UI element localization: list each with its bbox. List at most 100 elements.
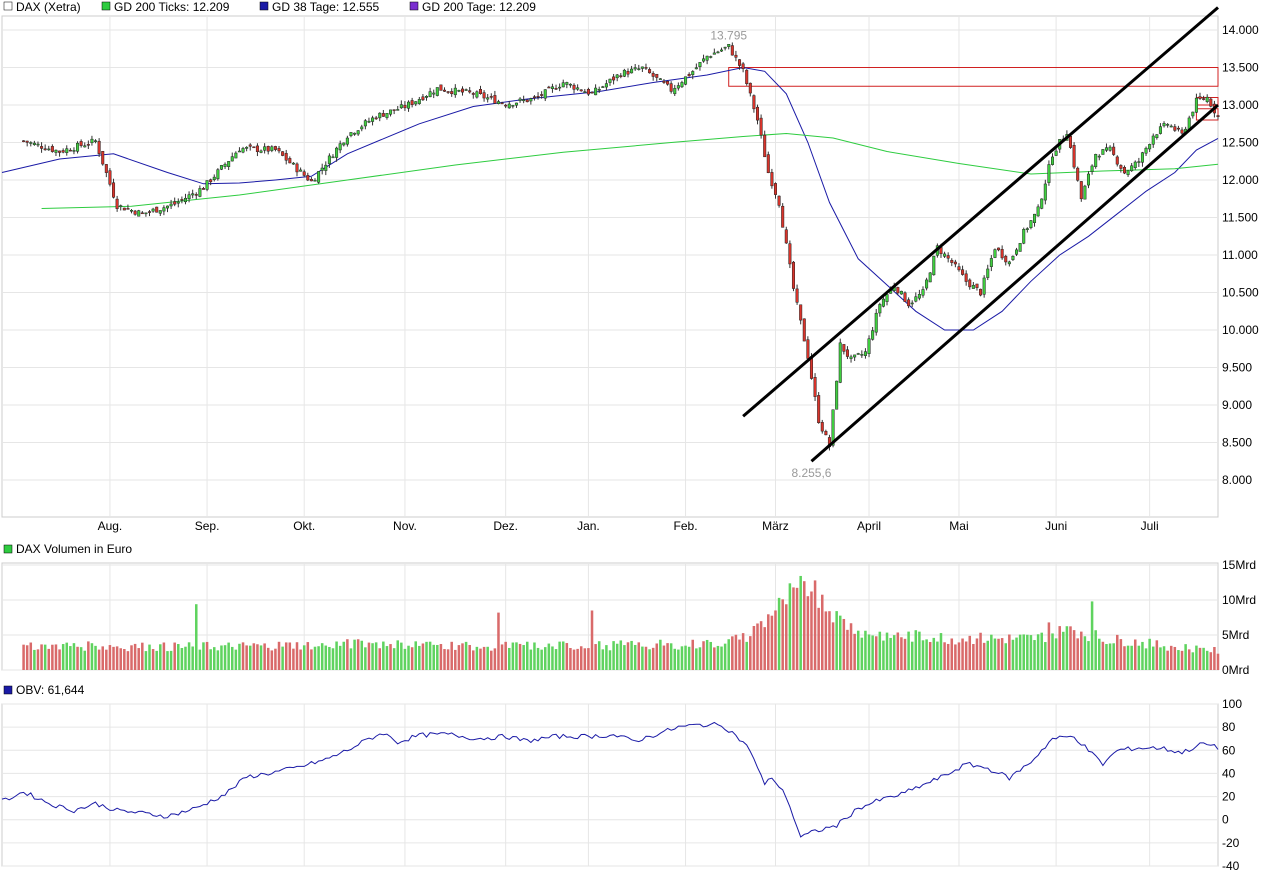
candle-up xyxy=(345,137,349,145)
candle-up xyxy=(511,105,515,107)
volume-bar-down xyxy=(443,649,446,670)
candle-down xyxy=(1122,167,1126,174)
volume-bar-down xyxy=(849,623,853,670)
candle-up xyxy=(162,207,166,212)
volume-bar-up xyxy=(230,646,234,670)
volume-bar-down xyxy=(1166,650,1169,670)
candle-up xyxy=(691,71,695,75)
candle-down xyxy=(817,395,821,424)
candle-up xyxy=(1144,147,1148,154)
volume-bar-down xyxy=(1173,646,1177,670)
candle-up xyxy=(702,58,706,62)
candle-down xyxy=(421,96,425,101)
candle-up xyxy=(881,298,885,307)
candle-up xyxy=(223,163,227,167)
candle-down xyxy=(281,151,285,156)
candle-up xyxy=(921,289,925,296)
volume-bar-down xyxy=(900,637,903,670)
candle-up xyxy=(1133,161,1137,168)
candle-up xyxy=(597,88,601,91)
volume-bar-up xyxy=(511,642,515,670)
volume-bar-up xyxy=(623,645,626,670)
candle-down xyxy=(209,179,213,183)
candle-up xyxy=(144,212,148,215)
candle-up xyxy=(1083,185,1087,200)
candle-up xyxy=(407,101,411,109)
volume-bar-up xyxy=(910,641,914,670)
volume-bar-down xyxy=(454,649,457,670)
volume-bar-down xyxy=(101,646,104,670)
candle-up xyxy=(1090,165,1094,172)
volume-bar-up xyxy=(83,650,87,670)
candle-down xyxy=(773,183,778,195)
volume-bar-up xyxy=(1094,630,1097,670)
candle-up xyxy=(658,78,662,80)
price-y-tick: 11.000 xyxy=(1222,248,1258,262)
volume-bar-up xyxy=(302,645,306,670)
candle-up xyxy=(36,143,40,146)
volume-bar-up xyxy=(1108,643,1112,670)
candle-down xyxy=(273,146,277,150)
volume-bar-up xyxy=(612,641,615,670)
volume-bar-down xyxy=(846,629,849,670)
legend-label: DAX (Xetra) xyxy=(16,0,81,14)
candle-down xyxy=(532,96,536,98)
candle-up xyxy=(709,56,713,58)
volume-bar-down xyxy=(493,648,497,670)
candle-up xyxy=(320,167,324,171)
candle-up xyxy=(698,62,702,67)
volume-bar-up xyxy=(177,644,180,670)
volume-bar-up xyxy=(709,641,712,670)
candle-up xyxy=(72,150,76,152)
volume-bar-down xyxy=(806,596,810,670)
volume-bar-up xyxy=(745,641,748,670)
volume-bar-down xyxy=(968,635,972,670)
volume-bar-up xyxy=(907,631,910,670)
candle-down xyxy=(173,201,177,205)
candle-down xyxy=(626,70,630,75)
candle-down xyxy=(201,188,205,190)
volume-bar-down xyxy=(569,648,572,670)
volume-bar-up xyxy=(597,641,601,670)
volume-bar-up xyxy=(425,641,428,670)
candle-up xyxy=(1205,96,1209,102)
volume-bar-down xyxy=(274,648,277,670)
volume-bar-down xyxy=(579,646,583,670)
volume-bar-up xyxy=(1044,642,1047,670)
volume-bar-up xyxy=(90,643,94,670)
volume-bar-up xyxy=(148,644,151,670)
volume-bar-up xyxy=(601,649,605,670)
volume-bar-down xyxy=(310,649,313,670)
volume-bar-down xyxy=(774,610,777,670)
candle-down xyxy=(500,102,504,105)
candle-down xyxy=(22,140,26,142)
volume-bar-up xyxy=(414,641,417,670)
price-legend: DAX (Xetra) GD 200 Ticks: 12.209 GD 38 Tag… xyxy=(3,0,536,14)
candle-up xyxy=(885,294,889,302)
candle-down xyxy=(1115,156,1119,165)
candle-down xyxy=(748,82,752,94)
candle-up xyxy=(529,98,533,102)
candle-up xyxy=(867,338,871,354)
candle-down xyxy=(795,288,799,303)
volume-bar-up xyxy=(1148,638,1151,670)
candle-up xyxy=(191,193,195,196)
volume-bar-up xyxy=(605,645,608,670)
volume-bar-up xyxy=(1051,633,1054,670)
candle-up xyxy=(856,353,860,355)
candle-up xyxy=(583,91,587,93)
candle-down xyxy=(612,76,616,81)
candle-up xyxy=(720,49,724,52)
volume-bar-up xyxy=(436,644,439,670)
candle-up xyxy=(1151,135,1155,145)
volume-bar-up xyxy=(61,644,65,670)
candle-up xyxy=(1025,228,1029,230)
volume-bar-down xyxy=(752,626,756,670)
candle-up xyxy=(914,296,918,302)
volume-bar-down xyxy=(997,638,1000,670)
candle-down xyxy=(741,63,745,69)
x-tick-label: Jan. xyxy=(577,519,600,533)
candle-down xyxy=(547,86,551,89)
candle-down xyxy=(410,100,414,105)
volume-bar-down xyxy=(245,645,248,670)
